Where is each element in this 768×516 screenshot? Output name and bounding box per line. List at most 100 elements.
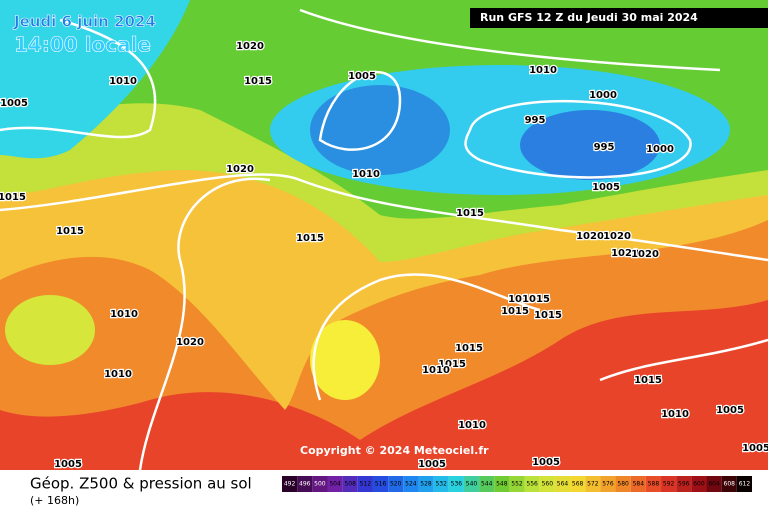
isobar-label: 1000	[646, 144, 674, 155]
scale-cell	[691, 476, 707, 492]
scale-cell	[418, 476, 434, 492]
scale-label: 504	[329, 481, 341, 488]
scale-label: 592	[663, 481, 675, 488]
isobar-label: 1010	[109, 76, 137, 87]
scale-cell	[282, 476, 298, 492]
isobar-label: 1015	[534, 310, 562, 321]
scale-cell	[342, 476, 358, 492]
zone-cyan-west	[0, 0, 190, 159]
isobar-label: 1020	[176, 337, 204, 348]
scale-label: 612	[739, 481, 751, 488]
color-scale: 492 496 500 504 508 512 516 520 524 528 532 536 540 5…	[282, 476, 752, 492]
isobar	[312, 273, 541, 401]
isobar-label: 1005	[0, 98, 28, 109]
scale-label: 600	[693, 481, 705, 488]
scale-cell	[645, 476, 662, 492]
scale-cell	[554, 476, 571, 492]
scale-cell	[539, 476, 555, 492]
isobar-label: 1015	[456, 208, 484, 219]
scale-cell	[736, 476, 752, 492]
scale-label: 572	[587, 481, 599, 488]
scale-cell	[630, 476, 646, 492]
scale-cell	[479, 476, 495, 492]
scale-label: 548	[496, 481, 508, 488]
isobar-label: 1000	[589, 90, 617, 101]
scale-label: 520	[390, 481, 402, 488]
legend-title: Géop. Z500 & pression au sol	[30, 475, 252, 493]
isobar-label: 1005	[54, 459, 82, 470]
isobar	[0, 173, 768, 262]
isobar-label: 1005	[592, 182, 620, 193]
isobar	[599, 338, 768, 382]
isobar-label: 1015	[296, 233, 324, 244]
run-label: Run GFS 12 Z du Jeudi 30 mai 2024	[480, 11, 698, 24]
legend-subtitle: (+ 168h)	[30, 494, 79, 507]
scale-label: 568	[572, 481, 584, 488]
isobar-label: 1020	[611, 248, 639, 259]
scale-cell	[585, 476, 601, 492]
isobar-label: 1015	[0, 192, 26, 203]
scale-cell	[357, 476, 373, 492]
isobar-label: 1015	[56, 226, 84, 237]
scale-label: 552	[511, 481, 523, 488]
scale-cell	[524, 476, 540, 492]
isobar-label: 1015	[508, 294, 536, 305]
isobar-label: 1010	[529, 65, 557, 76]
scale-label: 588	[648, 481, 660, 488]
isobar-label: 1015	[438, 359, 466, 370]
isobar-label: 1020	[226, 164, 254, 175]
scale-cell	[448, 476, 464, 492]
date-label: Jeudi 6 juin 2024	[13, 13, 156, 31]
isobar	[299, 8, 721, 72]
isobar-label: 1010	[104, 369, 132, 380]
isobar-label: 995	[594, 142, 615, 153]
isobar-label: 1005	[716, 405, 744, 416]
scale-label: 536	[451, 481, 463, 488]
isobar	[0, 18, 157, 139]
isobar-label: 1010	[352, 169, 380, 180]
copyright: Copyright © 2024 Meteociel.fr	[300, 444, 489, 457]
isobar-label: 995	[525, 115, 546, 126]
scale-label: 512	[360, 481, 372, 488]
isobar-label: 1020	[236, 41, 264, 52]
scale-label: 584	[633, 481, 645, 488]
isobar-label: 1015	[522, 294, 550, 305]
scale-cell	[403, 476, 419, 492]
scale-label: 576	[602, 481, 614, 488]
scale-label: 596	[678, 481, 690, 488]
isobar-label: 1005	[532, 457, 560, 468]
scale-cell	[661, 476, 677, 492]
scale-label: 580	[617, 481, 629, 488]
scale-label: 560	[542, 481, 554, 488]
scale-cell	[388, 476, 404, 492]
scale-cell	[676, 476, 692, 492]
scale-cell	[615, 476, 631, 492]
scale-cell	[327, 476, 343, 492]
isobar-label: 1010	[661, 409, 689, 420]
scale-cell	[312, 476, 328, 492]
scale-label: 544	[481, 481, 493, 488]
scale-label: 564	[557, 481, 569, 488]
scale-label: 516	[375, 481, 387, 488]
isobar-label: 1020	[603, 231, 631, 242]
scale-label: 500	[314, 481, 326, 488]
scale-label: 492	[284, 481, 296, 488]
scale-cell	[570, 476, 586, 492]
isobar-label: 1020	[631, 249, 659, 260]
run-box	[470, 8, 768, 28]
isobar	[318, 71, 402, 151]
scale-label: 608	[724, 481, 736, 488]
isobar-label: 1015	[634, 375, 662, 386]
scale-label: 496	[299, 481, 311, 488]
isobar-label: 1015	[244, 76, 272, 87]
isobar	[464, 99, 692, 179]
isobar-label: 1010	[110, 309, 138, 320]
scale-cell	[509, 476, 525, 492]
scale-label: 528	[420, 481, 432, 488]
scale-cell	[600, 476, 616, 492]
scale-cell	[372, 476, 389, 492]
isobar-label: 1010	[422, 365, 450, 376]
scale-cell	[706, 476, 722, 492]
